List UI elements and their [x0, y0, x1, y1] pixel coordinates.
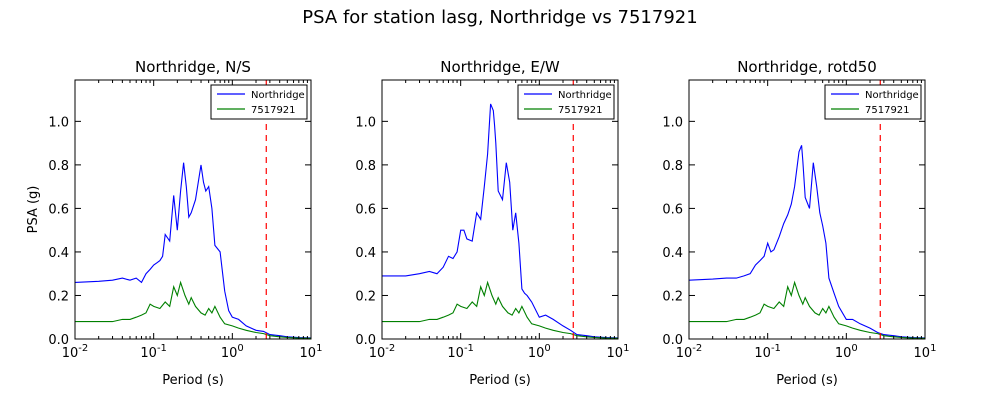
panel-3-legend-label-2: 7517921 [865, 105, 910, 116]
panel-3-legend-box [824, 84, 922, 120]
panel-2-title: Northridge, E/W [440, 58, 560, 76]
panel-1-y-tick-label: 0.4 [48, 246, 69, 261]
panel-2-series-comparison-line [382, 280, 618, 339]
panel-1-y-tick-label: 0.0 [48, 333, 69, 348]
panel-3-y-tick-label: 0.4 [662, 246, 683, 261]
panel-1-y-tick-label: 0.6 [48, 202, 69, 217]
panel-3-series-northridge-line [689, 145, 925, 339]
panel-1-series-northridge-line [75, 162, 311, 339]
panel-2-y-tick-label: 1.0 [355, 115, 376, 130]
panel-1-y-tick-label: 0.8 [48, 159, 69, 174]
panel-2-y-tick-label: 0.4 [355, 246, 376, 261]
panel-3-y-tick-label: 0.2 [662, 289, 683, 304]
panel-1-x-tick-label: 101 [300, 343, 323, 361]
panel-3-x-tick-label: 101 [914, 343, 937, 361]
panel-3-x-axis-label: Period (s) [776, 373, 838, 388]
panel-3-y-tick-label: 0.8 [662, 159, 683, 174]
panel-1-axes-frame [74, 79, 312, 340]
panel-2-axes-frame [381, 79, 619, 340]
panel-1-y-tick-label: 1.0 [48, 115, 69, 130]
panel-2-y-tick-label: 0.8 [355, 159, 376, 174]
panel-3-title: Northridge, rotd50 [737, 58, 877, 76]
panel-1-legend-label-2: 7517921 [251, 105, 296, 116]
panel-3-axes-frame [688, 79, 926, 340]
panel-2-x-axis-label: Period (s) [469, 373, 531, 388]
panel-2-y-tick-label: 0.0 [355, 333, 376, 348]
panel-2-series-northridge-line [382, 103, 618, 339]
panel-2-legend-box [517, 84, 615, 120]
panel-2-x-tick-label: 101 [607, 343, 630, 361]
panel-3-y-tick-label: 1.0 [662, 115, 683, 130]
panel-1-y-axis-label: PSA (g) [26, 186, 41, 234]
panel-1-legend-box [210, 84, 308, 120]
panel-3-legend-label-1: Northridge [865, 90, 919, 101]
panel-1-series-comparison-line [75, 280, 311, 339]
panel-2-x-tick-label: 10-1 [447, 343, 474, 361]
panel-1-y-tick-label: 0.2 [48, 289, 69, 304]
panel-3-y-tick-label: 0.0 [662, 333, 683, 348]
panel-3-x-tick-label: 10-1 [754, 343, 781, 361]
panel-1-x-tick-label: 100 [221, 343, 244, 361]
panel-2-y-tick-label: 0.2 [355, 289, 376, 304]
panel-1-x-axis-label: Period (s) [162, 373, 224, 388]
figure-suptitle: PSA for station lasg, Northridge vs 7517… [302, 7, 697, 28]
panel-2-y-tick-label: 0.6 [355, 202, 376, 217]
panel-1-title: Northridge, N/S [135, 58, 251, 76]
panel-1-x-tick-label: 10-1 [140, 343, 167, 361]
panel-3-x-tick-label: 10-2 [676, 343, 703, 361]
panel-2-legend-label-1: Northridge [558, 90, 612, 101]
panel-3-series-comparison-line [689, 280, 925, 339]
panel-3-x-tick-label: 100 [835, 343, 858, 361]
panel-2-x-tick-label: 10-2 [369, 343, 396, 361]
panel-1-x-tick-label: 10-2 [62, 343, 89, 361]
panel-3-y-tick-label: 0.6 [662, 202, 683, 217]
panel-2-x-tick-label: 100 [528, 343, 551, 361]
panel-2-legend-label-2: 7517921 [558, 105, 603, 116]
panel-1-legend-label-1: Northridge [251, 90, 305, 101]
